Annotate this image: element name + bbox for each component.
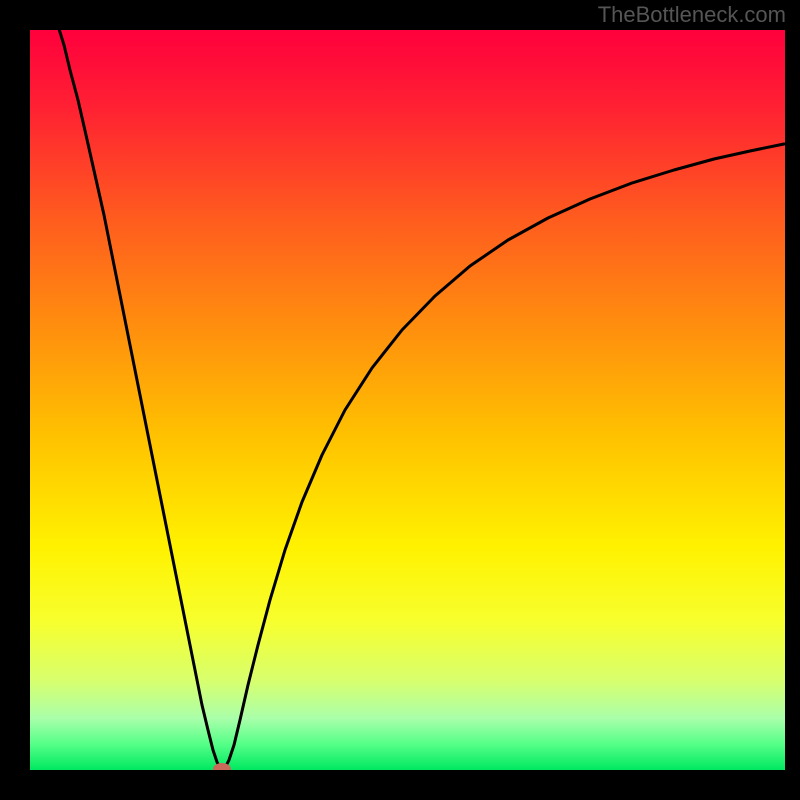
chart-canvas: TheBottleneck.com (0, 0, 800, 800)
watermark-text: TheBottleneck.com (598, 2, 786, 28)
optimum-marker (213, 763, 231, 775)
gradient-background (30, 30, 785, 770)
